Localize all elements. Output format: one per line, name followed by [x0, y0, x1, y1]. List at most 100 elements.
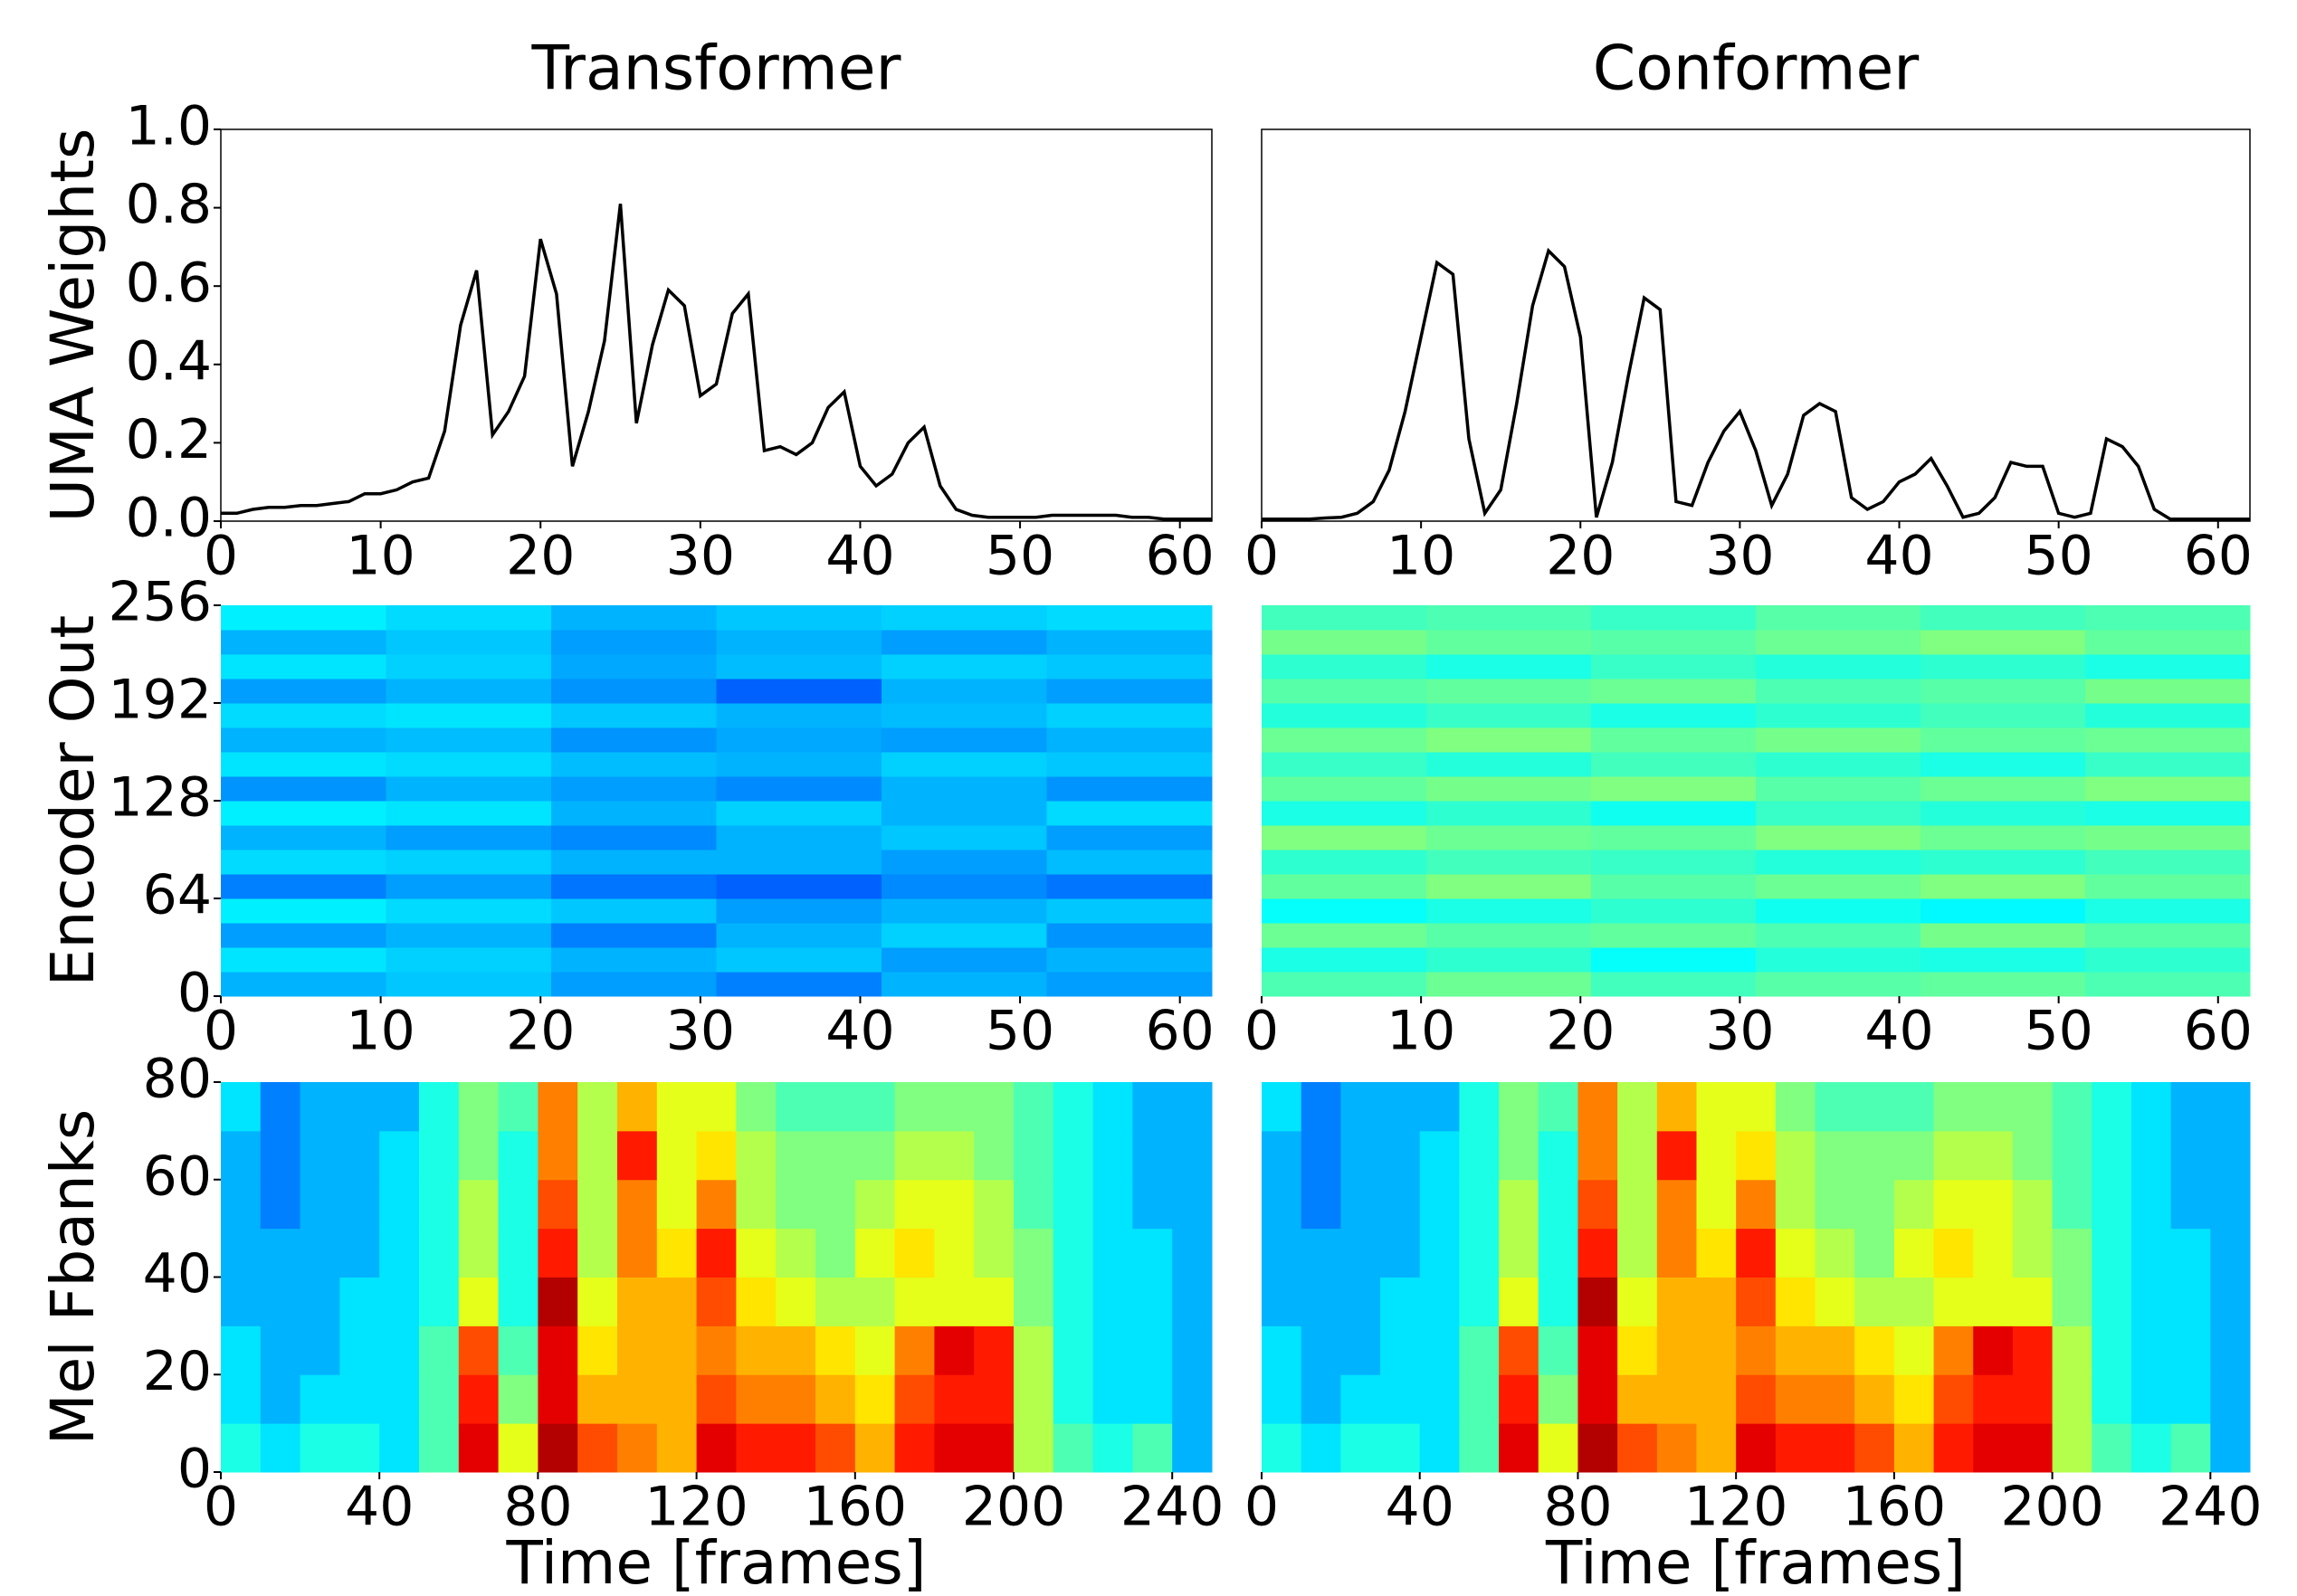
heat-cell [1696, 1374, 1737, 1424]
heat-cell [1419, 1423, 1460, 1473]
heat-cell [2130, 1130, 2172, 1181]
x-tick-label: 0 [1244, 1000, 1279, 1063]
heat-cell [538, 1423, 578, 1473]
heat-cell [736, 1082, 777, 1132]
heat-cell [974, 1130, 1015, 1181]
heat-cell [1775, 1179, 1816, 1230]
heat-cell [716, 703, 882, 728]
heat-cell [551, 898, 717, 924]
heat-cell [1973, 1082, 2014, 1132]
heat-cell [1301, 1277, 1341, 1326]
x-tick-label: 20 [1546, 525, 1615, 588]
heat-cell [339, 1325, 380, 1375]
uma-line [1262, 247, 2250, 521]
heat-cell [1591, 630, 1757, 655]
heat-cell [1591, 898, 1757, 924]
x-tick-label: 10 [1387, 525, 1455, 588]
heat-cell [1854, 1130, 1895, 1181]
heat-cell [221, 1130, 262, 1181]
x-tick-label: 0 [204, 1000, 238, 1063]
heat-cell [1854, 1179, 1895, 1230]
x-tick-label: 160 [804, 1476, 908, 1539]
heat-cell [577, 1179, 618, 1230]
heat-cell [2170, 1423, 2211, 1473]
heat-cell [894, 1374, 935, 1424]
heat-cell [1262, 679, 1427, 704]
heat-cell [300, 1423, 340, 1473]
heat-cell [2052, 1423, 2092, 1473]
heat-cell [386, 850, 552, 875]
heat-cell [1854, 1082, 1895, 1132]
heat-cell [1340, 1325, 1381, 1375]
heat-cell [221, 874, 386, 899]
heat-cell [1696, 1277, 1737, 1326]
heat-cell [656, 1423, 698, 1473]
heat-cell [2085, 825, 2251, 850]
heat-cell [882, 752, 1047, 777]
heat-cell [1380, 1082, 1421, 1132]
heat-cell [221, 752, 386, 777]
heat-cell [1380, 1374, 1421, 1424]
heat-cell [551, 825, 717, 850]
heat-cell [1775, 1082, 1816, 1132]
y-tick-label: 0.0 [126, 487, 212, 550]
heat-cell [1538, 1423, 1578, 1473]
heat-cell [1591, 752, 1757, 777]
heat-cell [716, 654, 882, 679]
heat-cell [1756, 874, 1921, 899]
heat-cell [551, 752, 717, 777]
heat-cell [696, 1374, 737, 1424]
heat-cell [736, 1423, 777, 1473]
heat-cell [300, 1130, 340, 1181]
heat-cell [300, 1277, 340, 1326]
heat-cell [260, 1082, 301, 1132]
heat-cell [458, 1228, 500, 1278]
heat-cell [2052, 1130, 2092, 1181]
heat-cell [1380, 1228, 1421, 1278]
heat-cell [1426, 874, 1592, 899]
heat-cell [617, 1228, 658, 1278]
heat-cell [1262, 1082, 1302, 1132]
x-tick-label: 240 [1120, 1476, 1225, 1539]
heat-cell [1736, 1277, 1777, 1326]
heat-cell [716, 825, 882, 850]
heat-cell [1340, 1374, 1381, 1424]
heat-cell [1426, 825, 1592, 850]
heat-cell [656, 1277, 698, 1326]
heat-cell [1854, 1374, 1895, 1424]
heat-cell [2012, 1228, 2054, 1278]
heat-cell [894, 1423, 935, 1473]
heat-cell [1577, 1277, 1618, 1326]
heat-cell [1459, 1179, 1500, 1230]
heat-cell [882, 679, 1047, 704]
heat-cell [1046, 898, 1213, 924]
heat-cell [2130, 1325, 2172, 1375]
heat-cell [736, 1325, 777, 1375]
heat-cell [221, 972, 386, 997]
heat-cell [1577, 1228, 1618, 1278]
x-tick-label: 160 [1843, 1476, 1947, 1539]
x-tick-label: 40 [1864, 525, 1933, 588]
heat-cell [1262, 850, 1427, 875]
heat-cell [538, 1277, 578, 1326]
heat-cell [1053, 1130, 1094, 1181]
heat-cell [2210, 1082, 2251, 1132]
heat-cell [1893, 1277, 1935, 1326]
heat-cell [1053, 1325, 1094, 1375]
heat-cell [2092, 1374, 2132, 1424]
heat-cell [815, 1423, 856, 1473]
heat-cell [1921, 801, 2086, 826]
heat-cell [1046, 752, 1213, 777]
heat-cell [1132, 1130, 1173, 1181]
axes-frame [1261, 128, 2251, 522]
heat-cell [617, 1130, 658, 1181]
heat-cell [221, 850, 386, 875]
x-tick-label: 50 [986, 525, 1054, 588]
heat-cell [1046, 727, 1213, 753]
heat-cell [1696, 1082, 1737, 1132]
heat-cell [1262, 923, 1427, 948]
heat-cell [2130, 1423, 2172, 1473]
heat-cell [551, 947, 717, 973]
heat-cell [1459, 1228, 1500, 1278]
heat-cell [854, 1179, 896, 1230]
